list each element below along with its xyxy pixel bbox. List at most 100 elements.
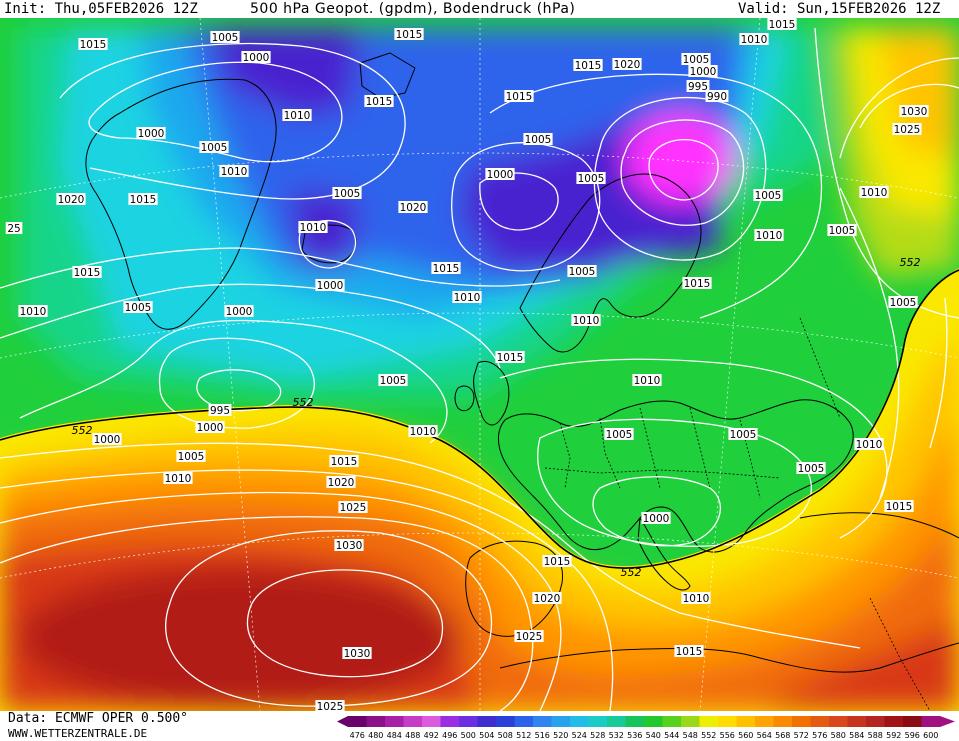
isobar-label-text: 1010 <box>20 306 47 318</box>
isobar-label-bg <box>567 265 597 277</box>
color-legend-level-label: 488 <box>405 731 420 740</box>
graticule-lon-3 <box>699 18 761 711</box>
isobar-label-bg <box>199 141 229 153</box>
isobar-label-text: 1005 <box>829 225 856 237</box>
isobar-label: 990 <box>705 90 729 103</box>
color-legend-swatch <box>366 716 386 727</box>
isobar-label-bg <box>739 33 769 45</box>
isobar-label-text: 1005 <box>525 134 552 146</box>
isobar-atlantic-low-2 <box>158 337 315 429</box>
isobar-label-bg <box>338 501 368 513</box>
isobar-label-bg <box>92 433 122 445</box>
isobar-label-bg <box>573 59 603 71</box>
isobar-south-high-1 <box>246 569 444 678</box>
isobar-label-bg <box>705 90 729 102</box>
isobar-label-text: 1005 <box>578 173 605 185</box>
color-legend-swatch <box>385 716 404 727</box>
isobar-label-bg <box>495 351 525 363</box>
isobar-label-bg <box>612 58 642 70</box>
isobar-label-text: 1015 <box>676 646 703 658</box>
scandinavia-coast <box>519 173 702 353</box>
color-legend-swatch <box>514 716 534 727</box>
color-legend-swatch <box>533 716 552 727</box>
isobar-label-text: 1010 <box>741 34 768 46</box>
isobar-label-text: 1015 <box>80 39 107 51</box>
border-6 <box>544 467 781 479</box>
isobar-label: 1000 <box>641 512 671 525</box>
isobar-label-text: 1025 <box>516 631 543 643</box>
isobar-label-text: 1005 <box>212 32 239 44</box>
isobar-label-text: 1010 <box>221 166 248 178</box>
color-legend-level-label: 584 <box>849 731 864 740</box>
isobar-label: 1010 <box>282 109 312 122</box>
field-violet-core-north <box>210 28 360 118</box>
isobar-label: 1005 <box>728 428 758 441</box>
isobar-label: 1005 <box>567 265 597 278</box>
isobar-label-text: 1010 <box>454 292 481 304</box>
color-legend-level-label: 576 <box>812 731 827 740</box>
isobar-label-bg <box>241 51 271 63</box>
isobar-label: 1015 <box>573 59 603 72</box>
color-legend-level-label: 480 <box>368 731 383 740</box>
isobar-north-3 <box>59 42 406 200</box>
color-legend-level-label: 552 <box>701 731 716 740</box>
isobar-label-text: 1015 <box>506 91 533 103</box>
color-legend-swatch <box>422 716 441 727</box>
isobar-label-bg <box>315 279 345 291</box>
valid-time-label: Valid: Sun,15FEB2026 12Z <box>738 1 941 17</box>
isobar-label: 1000 <box>315 279 345 292</box>
isobar-label-bg <box>452 291 482 303</box>
color-legend-swatch <box>662 716 682 727</box>
border-3 <box>639 407 661 489</box>
color-legend-swatch <box>477 716 497 727</box>
isobar-label-text: 1000 <box>643 513 670 525</box>
graticule-lat-3 <box>0 532 959 579</box>
color-legend-level-label: 588 <box>868 731 883 740</box>
field-red-band-east <box>760 618 959 711</box>
isobar-label-text: 1015 <box>130 194 157 206</box>
isobar-label: 1010 <box>754 229 784 242</box>
isobar-label: 1005 <box>681 53 711 66</box>
color-legend-labels: 476 480 484 488 492 496 500 504 508 512 516 520 524 5… <box>350 731 939 740</box>
color-legend-swatches <box>337 716 955 727</box>
color-legend-swatch <box>570 716 589 727</box>
isobar-label-text: 1020 <box>328 477 355 489</box>
isobar-label-bg <box>176 450 206 462</box>
isobar-label: 1010 <box>681 592 711 605</box>
isobar-label-text: 1005 <box>125 302 152 314</box>
isobar-label-bg <box>378 374 408 386</box>
isobar-label-text: 1015 <box>886 501 913 513</box>
isobar-label-bg <box>681 53 711 65</box>
color-legend-swatch <box>625 716 645 727</box>
color-legend-level-label: 476 <box>350 731 365 740</box>
isobar-atlantic-2 <box>0 283 501 369</box>
isobar-scandi-low-1 <box>479 172 559 231</box>
isobar-label: 1005 <box>576 172 606 185</box>
isobar-label-bg <box>728 428 758 440</box>
turkey-coast <box>799 512 959 539</box>
color-legend-swatch <box>496 716 515 727</box>
isobar-label: 1015 <box>128 193 158 206</box>
isobar-label: 1000 <box>241 51 271 64</box>
isobar-label-text: 1005 <box>683 54 710 66</box>
isobar-south-high-2 <box>165 530 493 707</box>
color-legend-level-label: 556 <box>720 731 735 740</box>
isobar-label-bg <box>604 428 634 440</box>
isobar-label: 1000 <box>485 168 515 181</box>
isobar-label-bg <box>542 555 572 567</box>
isobar-europe-2 <box>592 476 721 547</box>
color-legend-level-label: 540 <box>646 731 661 740</box>
map-header: Init: Thu,05FEB2026 12Z 500 hPa Geopot. … <box>0 0 959 18</box>
isobar-label-bg <box>342 647 372 659</box>
isobar-label-bg <box>334 539 364 551</box>
isobar-south-2 <box>0 491 562 711</box>
website-label: WWW.WETTERZENTRALE.DE <box>8 727 148 740</box>
isobar-label: 1005 <box>888 296 918 309</box>
isobar-label-bg <box>394 28 424 40</box>
init-time-label: Init: Thu,05FEB2026 12Z <box>4 1 198 17</box>
isobar-label-text: 1010 <box>756 230 783 242</box>
isobar-barents-low-1 <box>648 139 719 201</box>
isobar-label: 1010 <box>408 425 438 438</box>
field-dark-red-core <box>20 568 460 708</box>
color-legend: 476 480 484 488 492 496 500 504 508 512 516 520 524 5… <box>337 716 955 740</box>
